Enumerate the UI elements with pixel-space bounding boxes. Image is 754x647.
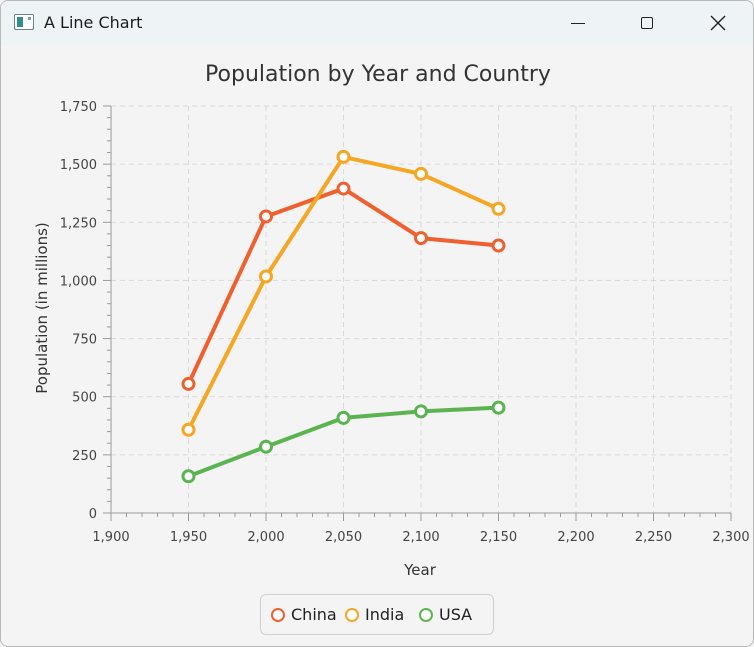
data-point-china (336, 181, 351, 196)
minimize-button[interactable] (555, 1, 601, 45)
data-point-usa (181, 469, 196, 484)
maximize-icon (641, 17, 653, 29)
y-tick-label: 500 (72, 391, 97, 406)
y-tick-label: 1,000 (60, 274, 97, 289)
x-tick-label: 2,250 (635, 530, 672, 545)
data-point-china (181, 376, 196, 391)
chart-title: Population by Year and Country (205, 62, 551, 87)
x-axis-label: Year (403, 561, 437, 579)
series-group (181, 149, 506, 484)
minimize-icon (571, 22, 585, 24)
x-tick-label: 1,950 (170, 530, 207, 545)
data-point-usa (414, 404, 428, 419)
data-point-china (259, 209, 273, 224)
line-chart: Population by Year and Country 0 250 500 75… (33, 62, 750, 579)
data-point-usa (336, 410, 351, 425)
y-axis-label: Population (in millions) (33, 222, 51, 394)
legend-item-china: China (271, 605, 337, 624)
data-point-india (259, 269, 273, 284)
x-tick-label: 2,200 (557, 530, 594, 545)
legend-label-india: India (365, 605, 405, 624)
y-tick-label: 1,500 (60, 158, 97, 173)
y-tick-label: 1,250 (60, 216, 97, 231)
title-bar[interactable]: A Line Chart (1, 1, 753, 45)
y-tick-label: 250 (72, 449, 97, 464)
data-point-india (181, 422, 196, 437)
x-tick-label: 2,150 (480, 530, 517, 545)
app-icon (14, 14, 34, 30)
x-tick-label: 2,000 (247, 530, 284, 545)
data-point-usa (491, 400, 506, 415)
x-tick-label: 1,900 (92, 530, 129, 545)
window-title: A Line Chart (44, 13, 143, 32)
x-tick-label: 2,300 (712, 530, 749, 545)
legend-label-china: China (291, 605, 337, 624)
y-tick-label: 1,750 (60, 100, 97, 115)
x-tick-label: 2,050 (325, 530, 362, 545)
y-tick-label: 0 (89, 507, 97, 522)
maximize-button[interactable] (624, 1, 670, 45)
close-button[interactable] (695, 1, 741, 45)
legend-item-usa: USA (419, 605, 472, 624)
data-point-china (491, 238, 506, 253)
legend-marker-china (271, 607, 285, 622)
legend-item-india: India (345, 605, 404, 624)
data-point-india (336, 149, 351, 164)
legend-marker-india (345, 607, 359, 622)
axes: 0 250 500 750 1,000 1,250 1,500 1,750 1,900 1,950… (60, 100, 750, 545)
data-point-china (414, 231, 428, 246)
legend-marker-usa (419, 607, 433, 622)
y-tick-label: 750 (72, 333, 97, 348)
legend: China India USA (260, 594, 494, 635)
data-point-india (414, 166, 428, 181)
close-icon (710, 15, 726, 31)
data-point-usa (259, 439, 273, 454)
legend-label-usa: USA (439, 605, 473, 624)
x-tick-label: 2,100 (402, 530, 439, 545)
data-point-india (491, 201, 506, 216)
